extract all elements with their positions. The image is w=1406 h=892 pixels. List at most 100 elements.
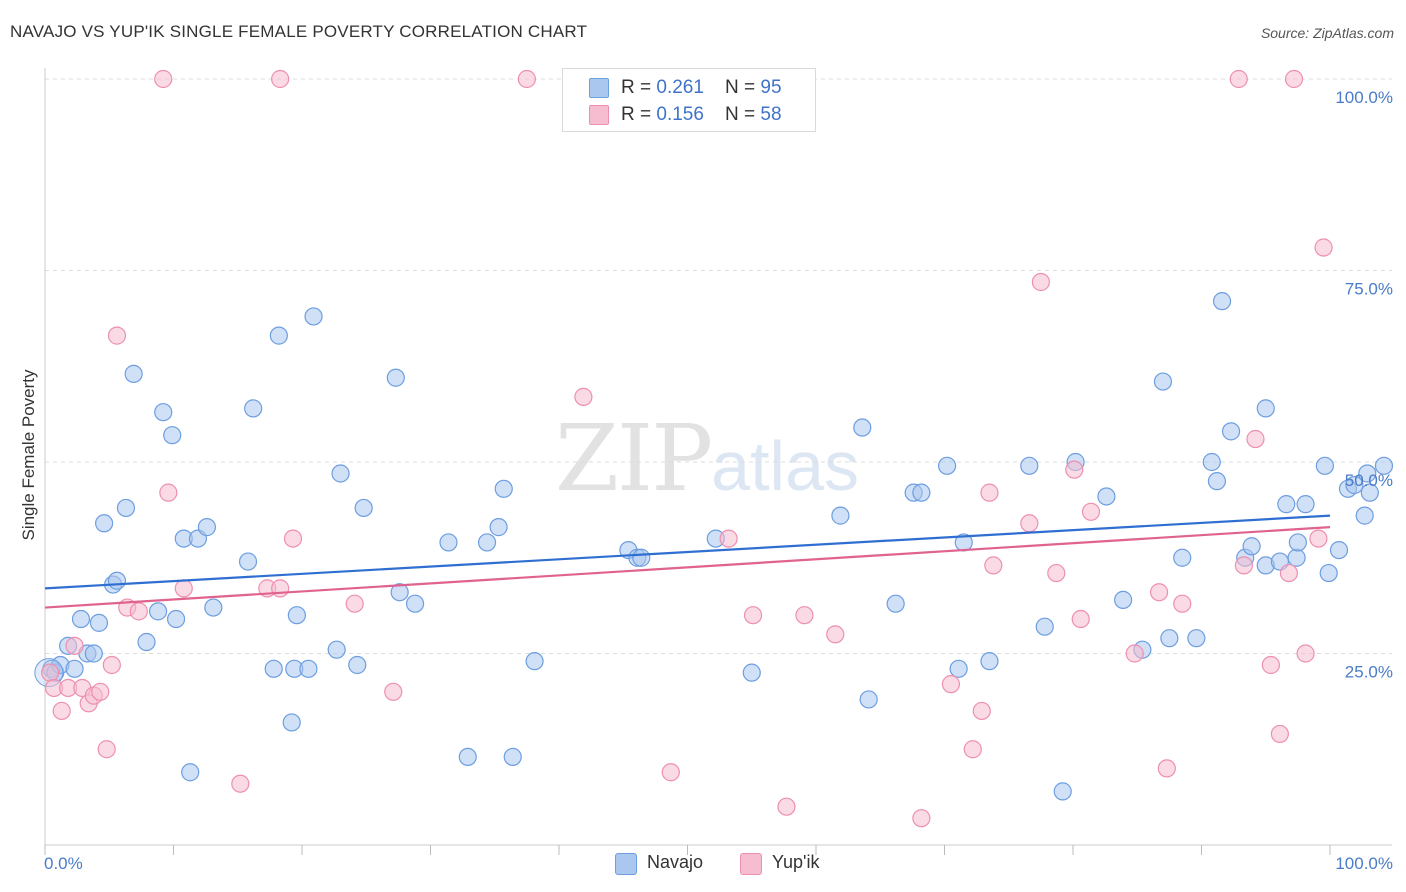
navajo-legend-swatch [615,853,637,875]
navajo-point [1160,629,1179,648]
navajo-point [1277,495,1296,514]
navajo-point [124,364,143,384]
navajo-point [458,747,477,767]
navajo-point [886,594,905,613]
yupik-point [795,606,814,625]
navajo-point [477,533,497,552]
navajo-point [107,571,127,590]
navajo-point [1374,456,1394,475]
navajo-point [1053,782,1072,801]
yupik-point [1020,514,1039,533]
yupik-point [154,69,173,89]
yupik-point [1081,502,1101,521]
navajo-point [1212,292,1232,311]
navajo-point [154,403,173,422]
navajo-point [84,644,103,663]
yupik-point [271,69,290,89]
navajo-point [525,652,544,671]
y-tick-label: 75.0% [1345,280,1393,299]
yupik-point [91,682,110,701]
navajo-point [390,583,409,602]
yupik-point [159,483,178,502]
yupik-series [41,69,1333,828]
yupik-point [661,763,680,782]
yupik-point [97,740,116,759]
yupik-point [972,701,991,721]
navajo-point [1287,548,1306,567]
navajo-point [853,418,872,437]
yupik-point [1071,609,1090,629]
x-tick-label: 0.0% [44,854,83,873]
navajo-point [348,655,367,675]
yupik-point [912,809,931,828]
navajo-point [238,552,258,571]
navajo-point [912,483,931,502]
yupik-point [1173,594,1192,613]
yupik-point [743,606,763,625]
y-tick-label: 50.0% [1345,471,1393,490]
correlation-legend: R = 0.261 N = 95 R = 0.156 N = 58 [562,68,816,132]
watermark-atlas: atlas [711,427,860,505]
navajo-point [71,609,91,629]
navajo-n-label: N = [725,77,761,98]
navajo-point [331,464,350,483]
navajo-point [386,368,405,387]
yupik-point [1047,563,1066,583]
navajo-series [34,292,1394,801]
yupik-trend-line [44,526,1331,609]
yupik-point [1296,644,1315,663]
navajo-point [282,713,301,732]
navajo-n-value: 95 [760,77,782,98]
navajo-point [1345,475,1364,495]
navajo-point [166,609,186,629]
navajo-trend-line [44,514,1331,590]
yupik-point [1125,644,1144,663]
navajo-point [1202,452,1221,472]
navajo-point [197,518,217,537]
navajo-point [1173,548,1192,567]
navajo-point [1315,456,1334,475]
navajo-point [1256,399,1275,418]
navajo-point [1187,629,1206,648]
yupik-point [1031,272,1050,292]
navajo-point [287,606,306,625]
navajo-point [1020,456,1039,475]
yupik-r-label: R = [621,104,657,125]
yupik-point [1149,583,1169,602]
x-tick-label: 100.0% [1335,854,1393,873]
yupik-point [65,636,84,655]
navajo-point [980,652,999,671]
navajo-point [354,498,373,518]
yupik-point [1246,429,1265,449]
navajo-point [1355,506,1374,525]
yupik-point [574,387,593,406]
navajo-point [937,456,957,475]
navajo-point [1288,533,1307,552]
navajo-point [1097,487,1116,506]
yupik-point [345,594,364,613]
yupik-point [980,483,999,502]
navajo-point [65,659,84,678]
navajo-point [632,548,651,567]
yupik-n-value: 58 [760,104,782,125]
navajo-point [1319,563,1338,583]
yupik-point [984,556,1003,575]
y-axis-label: Single Female Poverty [19,369,38,541]
navajo-point [489,518,508,537]
yupik-point [719,529,738,548]
navajo-point [95,514,114,533]
navajo-swatch [589,78,609,98]
y-tick-label: 100.0% [1335,88,1393,107]
yupik-point [174,579,193,598]
yupik-point [1309,529,1328,548]
yupik-point [129,602,148,621]
yupik-point [231,774,250,793]
navajo-point [1329,540,1349,560]
navajo-point [503,747,522,767]
navajo-r-value: 0.261 [656,77,704,98]
yupik-point [1284,69,1304,89]
yupik-point [1314,238,1333,257]
yupik-point [826,625,845,644]
y-tick-label: 25.0% [1345,663,1393,682]
yupik-point [963,740,982,759]
